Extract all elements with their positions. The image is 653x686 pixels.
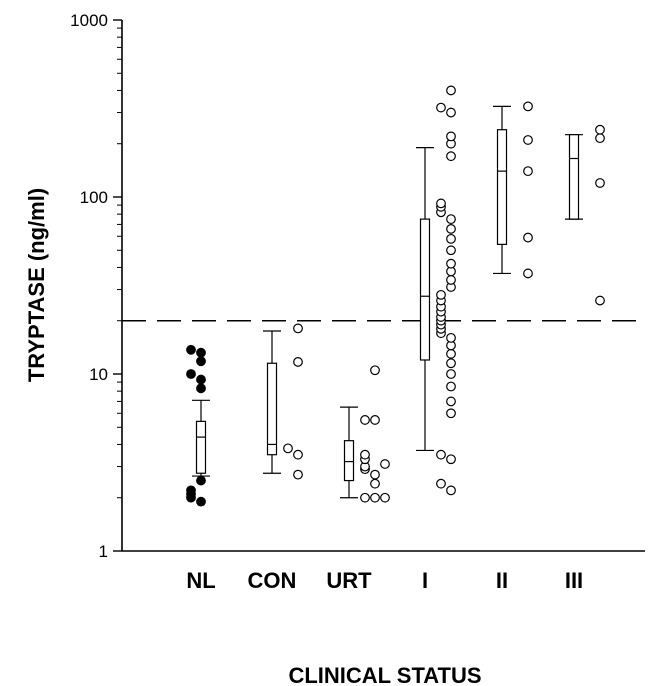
data-point <box>293 469 303 480</box>
data-point <box>436 449 446 460</box>
data-point <box>446 107 456 118</box>
data-point <box>446 233 456 244</box>
data-point <box>370 365 380 376</box>
data-point <box>446 408 456 419</box>
data-point <box>293 323 303 334</box>
data-point <box>196 475 206 486</box>
y-tick-label: 100 <box>80 188 108 207</box>
box-iqr <box>343 440 355 482</box>
data-point <box>446 245 456 256</box>
data-point <box>446 85 456 96</box>
data-point <box>595 295 605 306</box>
data-point <box>436 289 446 300</box>
boxes-layer <box>192 105 583 499</box>
labels-layer: NL CON URT I II III <box>186 568 583 593</box>
data-point <box>360 415 370 425</box>
data-point <box>595 124 605 135</box>
data-point <box>380 459 390 469</box>
data-point <box>283 443 293 454</box>
data-point <box>446 358 456 369</box>
data-point <box>446 131 456 142</box>
data-point <box>446 332 456 343</box>
data-point <box>595 178 605 188</box>
points-layer <box>186 85 605 507</box>
data-point <box>196 383 206 394</box>
axes: 1 10 100 1000 <box>70 11 645 561</box>
y-tick-label: 1000 <box>70 11 108 30</box>
data-point <box>595 133 605 144</box>
x-category-label: CON <box>248 568 297 593</box>
data-point <box>523 268 533 279</box>
data-point <box>446 485 456 496</box>
data-point <box>446 454 456 465</box>
data-point <box>446 381 456 392</box>
data-point <box>360 492 370 503</box>
data-point <box>446 258 456 269</box>
x-category-label: I <box>422 568 428 593</box>
data-point <box>523 166 533 177</box>
data-point <box>370 492 380 503</box>
data-point <box>196 347 206 358</box>
x-axis-title: CLINICAL STATUS <box>288 663 481 686</box>
x-category-label: II <box>496 568 508 593</box>
box-iqr <box>195 420 207 474</box>
data-point <box>360 449 370 460</box>
data-point <box>436 102 446 113</box>
data-point <box>446 275 456 285</box>
data-point <box>523 101 533 112</box>
data-point <box>370 469 380 480</box>
data-point <box>186 485 196 496</box>
data-point <box>523 135 533 145</box>
data-point <box>446 348 456 359</box>
data-point <box>186 344 196 355</box>
box-iqr <box>266 362 278 456</box>
data-point <box>446 396 456 407</box>
data-point <box>196 496 206 507</box>
data-point <box>446 369 456 379</box>
data-point <box>436 478 446 489</box>
data-point <box>293 357 303 367</box>
box-iqr <box>568 134 580 220</box>
data-point <box>523 232 533 243</box>
data-point <box>196 356 206 367</box>
data-point <box>436 198 446 209</box>
data-point <box>380 492 390 503</box>
data-point <box>293 449 303 460</box>
x-category-label: III <box>565 568 583 593</box>
data-point <box>446 214 456 225</box>
y-tick-label: 1 <box>99 542 108 561</box>
y-axis-title: TRYPTASE (ng/ml) <box>24 188 49 382</box>
data-point <box>186 369 196 379</box>
data-point <box>446 151 456 162</box>
data-point <box>446 224 456 234</box>
box-iqr <box>419 218 431 361</box>
data-point <box>196 374 206 385</box>
box-iqr <box>496 129 508 245</box>
x-category-label: URT <box>326 568 372 593</box>
data-point <box>370 415 380 425</box>
x-category-label: NL <box>186 568 215 593</box>
data-point <box>370 478 380 489</box>
y-tick-label: 10 <box>89 365 108 384</box>
